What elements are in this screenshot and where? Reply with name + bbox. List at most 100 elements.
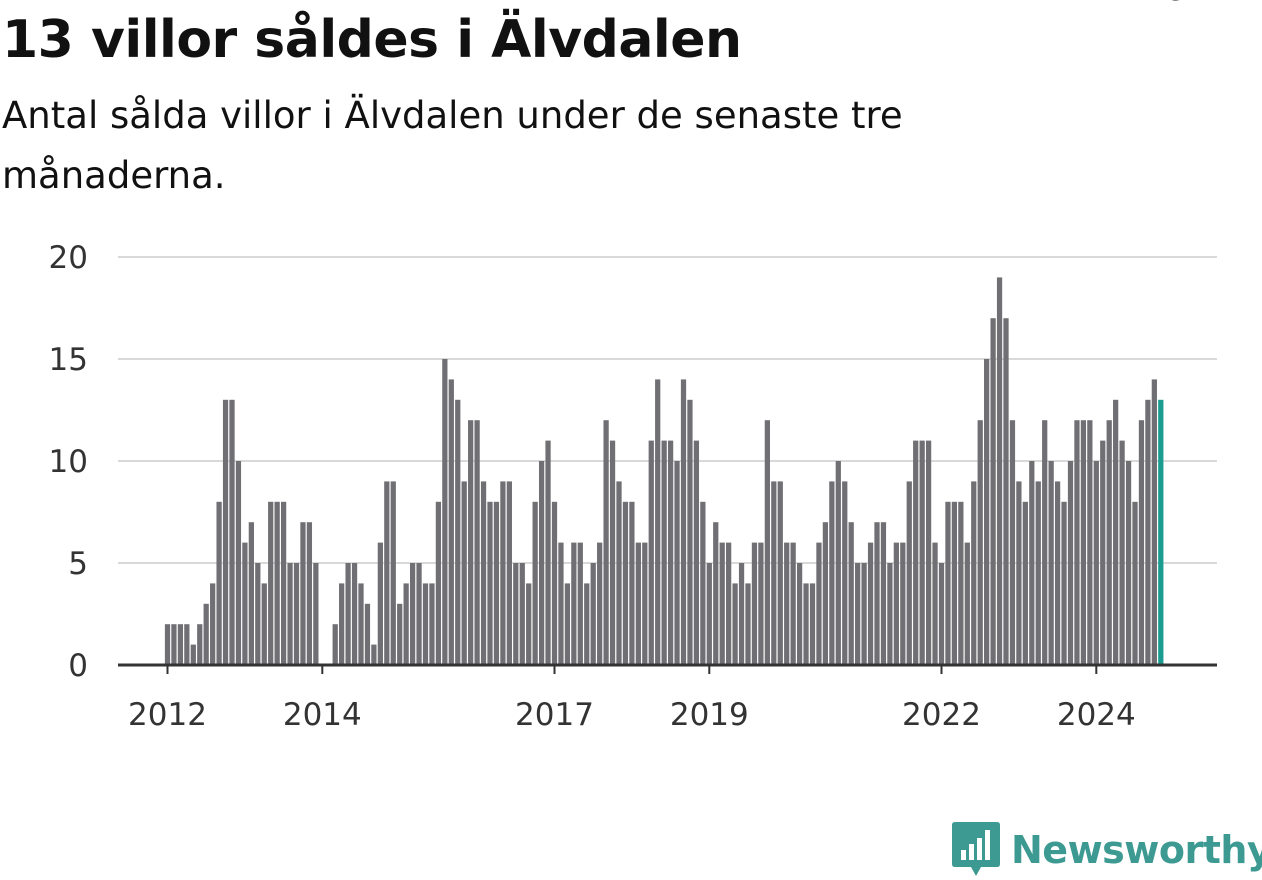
bar <box>1119 440 1125 665</box>
bar <box>577 542 583 665</box>
x-tick-label: 2022 <box>902 697 981 733</box>
bar <box>771 481 777 665</box>
bar <box>551 501 558 665</box>
bar <box>339 583 345 665</box>
bar <box>190 644 196 665</box>
bar <box>919 440 925 665</box>
bar <box>719 542 725 665</box>
bar <box>655 379 661 665</box>
bar <box>474 420 480 665</box>
bar <box>1003 318 1009 665</box>
x-tick-label: 2019 <box>670 697 749 733</box>
bar <box>958 501 964 665</box>
bar <box>397 603 403 665</box>
bar <box>526 583 532 665</box>
bar <box>784 542 790 665</box>
bar <box>700 501 706 665</box>
bar <box>597 542 603 665</box>
bar <box>461 481 467 665</box>
bar <box>564 583 571 665</box>
bar <box>861 563 867 665</box>
bar <box>545 440 551 665</box>
newsworthy-logo-icon <box>952 822 1000 876</box>
bar <box>816 542 822 665</box>
brand-name: Newsworthy <box>1011 828 1262 872</box>
bar <box>268 501 274 665</box>
bar <box>416 563 422 665</box>
bar <box>706 563 712 665</box>
bar <box>1022 501 1028 665</box>
bar <box>777 481 783 665</box>
bar <box>242 542 248 665</box>
bar <box>642 542 648 665</box>
bar <box>538 461 545 665</box>
bar <box>216 501 222 665</box>
bar <box>235 461 242 665</box>
bar <box>616 481 622 665</box>
bar <box>513 563 519 665</box>
bar <box>609 440 616 665</box>
bar <box>1151 379 1157 665</box>
y-tick-label: 5 <box>68 546 88 582</box>
bar <box>764 420 770 665</box>
bar <box>713 522 719 665</box>
bar <box>493 501 500 665</box>
bar <box>822 522 829 665</box>
x-tick-label: 2024 <box>1057 697 1136 733</box>
bar <box>687 399 693 665</box>
bar <box>1138 420 1145 665</box>
bar <box>855 563 861 665</box>
bar <box>435 501 442 665</box>
bar <box>203 603 209 665</box>
bar <box>1061 501 1067 665</box>
y-tick-label: 20 <box>49 240 88 276</box>
bar <box>229 399 235 665</box>
bar <box>990 318 996 665</box>
bar <box>255 563 261 665</box>
bar <box>1054 481 1061 665</box>
bar <box>893 542 899 665</box>
bar <box>403 583 409 665</box>
bar <box>1132 501 1138 665</box>
bar <box>996 277 1003 665</box>
bar <box>842 481 848 665</box>
bar-highlight <box>1158 399 1164 665</box>
bar <box>390 481 396 665</box>
bar <box>1029 461 1035 665</box>
bar <box>751 542 758 665</box>
bar <box>455 399 461 665</box>
bar <box>758 542 764 665</box>
chart-title: 13 villor såldes i Älvdalen <box>2 10 742 70</box>
bar <box>171 624 177 665</box>
bar <box>648 440 654 665</box>
bar <box>500 481 506 665</box>
bar <box>1093 461 1099 665</box>
bar <box>442 359 448 665</box>
x-tick-label: 2012 <box>128 697 207 733</box>
bar <box>1113 399 1119 665</box>
y-tick-label: 0 <box>68 648 88 684</box>
bar <box>887 563 893 665</box>
bar <box>351 563 358 665</box>
bar <box>738 563 745 665</box>
bar <box>222 399 229 665</box>
bar <box>1125 461 1132 665</box>
bar <box>506 481 512 665</box>
x-tick-label: 2017 <box>515 697 594 733</box>
bar <box>177 624 184 665</box>
bar <box>829 481 835 665</box>
x-tick-label: 2014 <box>283 697 362 733</box>
y-axis-tick-labels: 0 5 10 15 20 <box>49 240 88 684</box>
bar <box>532 501 538 665</box>
bar <box>726 542 732 665</box>
bar <box>603 420 609 665</box>
bar <box>1145 399 1151 665</box>
bar <box>1087 420 1093 665</box>
bar <box>1009 420 1016 665</box>
bar <box>280 501 287 665</box>
bar <box>480 481 487 665</box>
bar <box>584 583 590 665</box>
bar <box>629 501 635 665</box>
bar <box>332 624 338 665</box>
bar <box>1106 420 1112 665</box>
